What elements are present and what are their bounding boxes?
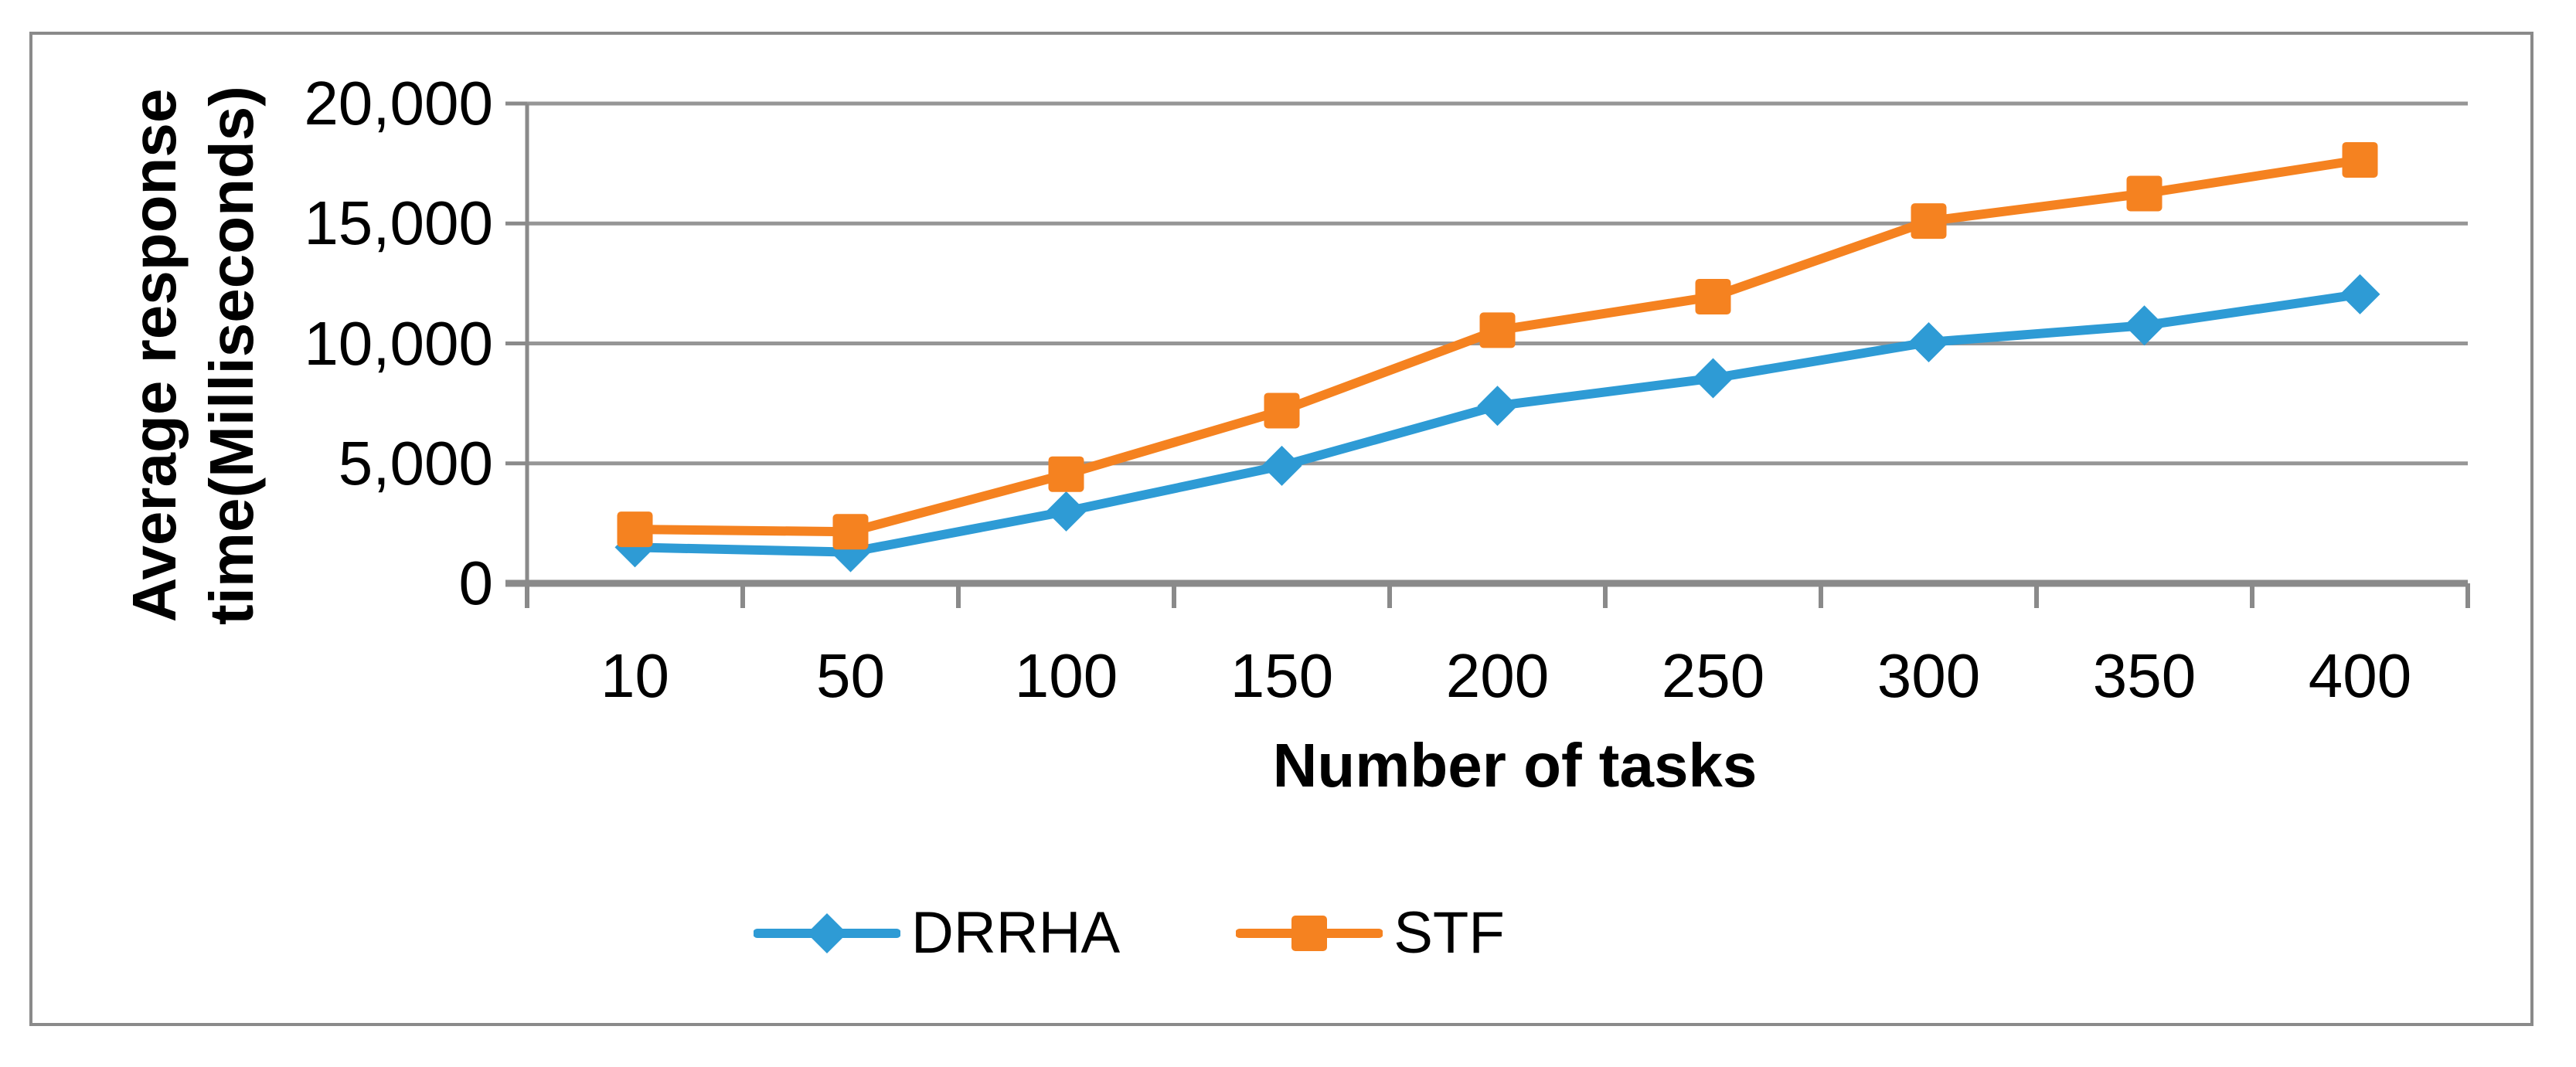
diamond-marker-icon [1261,445,1302,486]
x-tick-label: 200 [1445,641,1550,710]
y-tick-label: 0 [458,549,494,617]
diamond-marker-icon [1046,491,1087,532]
diamond-marker-icon [1693,358,1734,399]
square-marker-icon [2126,175,2163,212]
legend-item-drrha: DRRHA [754,895,1120,972]
y-tick-label: 20,000 [304,69,493,138]
diamond-marker-icon [1477,386,1518,426]
x-tick-label: 400 [2308,641,2412,710]
figure-border [29,32,2533,1026]
legend-square-icon [1236,915,1383,951]
x-tick-label: 100 [1014,641,1118,710]
legend-item-stf: STF [1236,895,1505,972]
y-tick-label: 5,000 [338,428,493,498]
legend-label: STF [1393,899,1505,966]
square-marker-icon [1048,456,1084,492]
x-axis-title: Number of tasks [1272,731,1758,800]
square-marker-icon [832,514,869,550]
legend-label: DRRHA [911,899,1121,966]
square-marker-icon [1695,278,1731,314]
x-tick-label: 10 [601,641,669,710]
x-tick-label: 300 [1877,641,1981,710]
diamond-marker-icon [2124,305,2165,346]
legend-diamond-icon [754,912,900,953]
square-marker-icon [617,511,653,548]
y-tick-label: 10,000 [304,308,493,378]
diamond-marker-icon [2339,274,2380,314]
y-axis-title-line1: Average response [120,88,189,623]
x-tick-label: 250 [1661,641,1765,710]
square-marker-icon [1479,312,1516,348]
diamond-marker-icon [1908,321,1949,362]
diamond-marker-icon [807,912,847,953]
x-tick-label: 150 [1230,641,1334,710]
y-tick-label: 15,000 [304,189,493,258]
square-marker-icon [1911,203,1947,240]
x-tick-label: 50 [816,641,885,710]
square-marker-icon [1264,392,1300,429]
square-marker-icon [1291,915,1328,951]
x-tick-label: 350 [2092,641,2197,710]
legend: DRRHA STF [754,892,1505,974]
square-marker-icon [2342,141,2378,178]
